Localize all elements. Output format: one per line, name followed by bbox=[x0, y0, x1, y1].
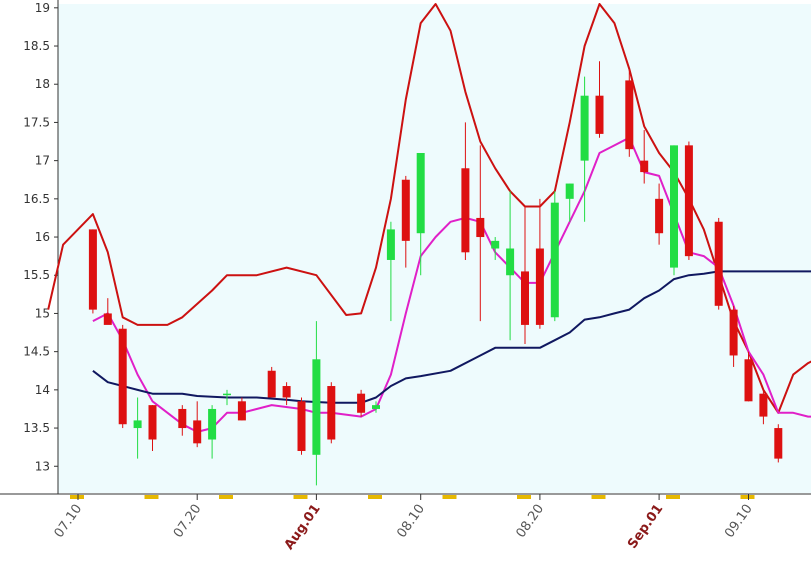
candle-body bbox=[670, 145, 678, 268]
candle-body bbox=[550, 202, 559, 318]
candle-body bbox=[580, 95, 589, 161]
candle-body bbox=[118, 328, 127, 425]
candle-body bbox=[327, 386, 336, 440]
candle-body bbox=[461, 168, 470, 253]
indicator-line-1 bbox=[47, 3, 811, 414]
week-marker bbox=[368, 495, 382, 499]
y-tick-label: 18 bbox=[35, 77, 50, 91]
candle-body bbox=[476, 217, 485, 238]
candle-body bbox=[595, 95, 604, 134]
candle-body bbox=[103, 313, 112, 325]
x-tick-label: Sep.01 bbox=[625, 502, 666, 552]
candle-body bbox=[148, 405, 157, 440]
week-marker bbox=[517, 495, 531, 499]
candle-body bbox=[655, 198, 664, 234]
candle-body bbox=[684, 145, 693, 257]
x-tick-label: Aug.01 bbox=[282, 502, 324, 553]
candle-body bbox=[714, 221, 723, 306]
candle-body bbox=[759, 393, 768, 417]
candle-body bbox=[774, 428, 783, 459]
week-marker bbox=[219, 495, 233, 499]
y-tick-label: 16 bbox=[35, 230, 50, 244]
y-tick-label: 13 bbox=[35, 459, 50, 473]
week-marker bbox=[740, 495, 755, 499]
y-tick-label: 14 bbox=[35, 383, 50, 397]
y-tick-label: 15.5 bbox=[23, 268, 50, 282]
candle-body bbox=[491, 240, 500, 249]
candle-body bbox=[223, 393, 231, 396]
candle-body bbox=[416, 152, 425, 234]
candle-body bbox=[178, 408, 187, 429]
week-marker bbox=[144, 495, 159, 499]
week-marker bbox=[293, 495, 308, 499]
candle-body bbox=[372, 405, 380, 409]
y-tick-label: 18.5 bbox=[23, 39, 50, 53]
x-tick-label: 08.20 bbox=[514, 502, 548, 541]
y-tick-label: 17.5 bbox=[23, 115, 50, 129]
candle-body bbox=[297, 401, 306, 451]
candle-body bbox=[237, 401, 246, 421]
candle-body bbox=[535, 248, 544, 325]
candle-body bbox=[729, 309, 738, 356]
candles bbox=[88, 61, 783, 486]
candle-body bbox=[744, 359, 753, 402]
y-tick-label: 16.5 bbox=[23, 192, 50, 206]
week-marker bbox=[442, 495, 457, 499]
y-axis: 19 18.5 18 17.5 17 16.5 16 15.5 15 14.5 14 13.5 13 bbox=[23, 0, 59, 494]
candle-body bbox=[506, 248, 515, 276]
y-tick-label: 19 bbox=[35, 1, 50, 15]
candle-body bbox=[267, 370, 276, 398]
candle-body bbox=[193, 420, 202, 444]
y-tick-label: 13.5 bbox=[23, 421, 50, 435]
x-tick-label: 07.20 bbox=[171, 502, 205, 541]
candle-body bbox=[521, 271, 529, 325]
candle-body bbox=[401, 179, 410, 241]
week-marker bbox=[70, 495, 84, 499]
candle-body bbox=[282, 386, 291, 398]
x-tick-label: 09.10 bbox=[722, 502, 756, 541]
candle-body bbox=[640, 160, 649, 173]
x-tick-label: 07.10 bbox=[52, 502, 86, 541]
y-tick-label: 14.5 bbox=[23, 345, 50, 359]
candle-body bbox=[312, 359, 321, 455]
candle-body bbox=[133, 420, 142, 429]
candle-body bbox=[625, 80, 634, 150]
indicator-line-3 bbox=[92, 270, 811, 404]
candle-body bbox=[88, 229, 97, 310]
candle-body bbox=[386, 229, 395, 260]
candle-body bbox=[357, 393, 366, 413]
week-marker bbox=[591, 495, 606, 499]
candle-body bbox=[208, 408, 217, 440]
week-marker bbox=[666, 495, 680, 499]
y-tick-label: 17 bbox=[35, 154, 50, 168]
candle-body bbox=[565, 183, 574, 199]
y-tick-label: 15 bbox=[35, 306, 50, 320]
plot-area-background bbox=[58, 4, 811, 493]
x-tick-label: 08.10 bbox=[394, 502, 428, 541]
